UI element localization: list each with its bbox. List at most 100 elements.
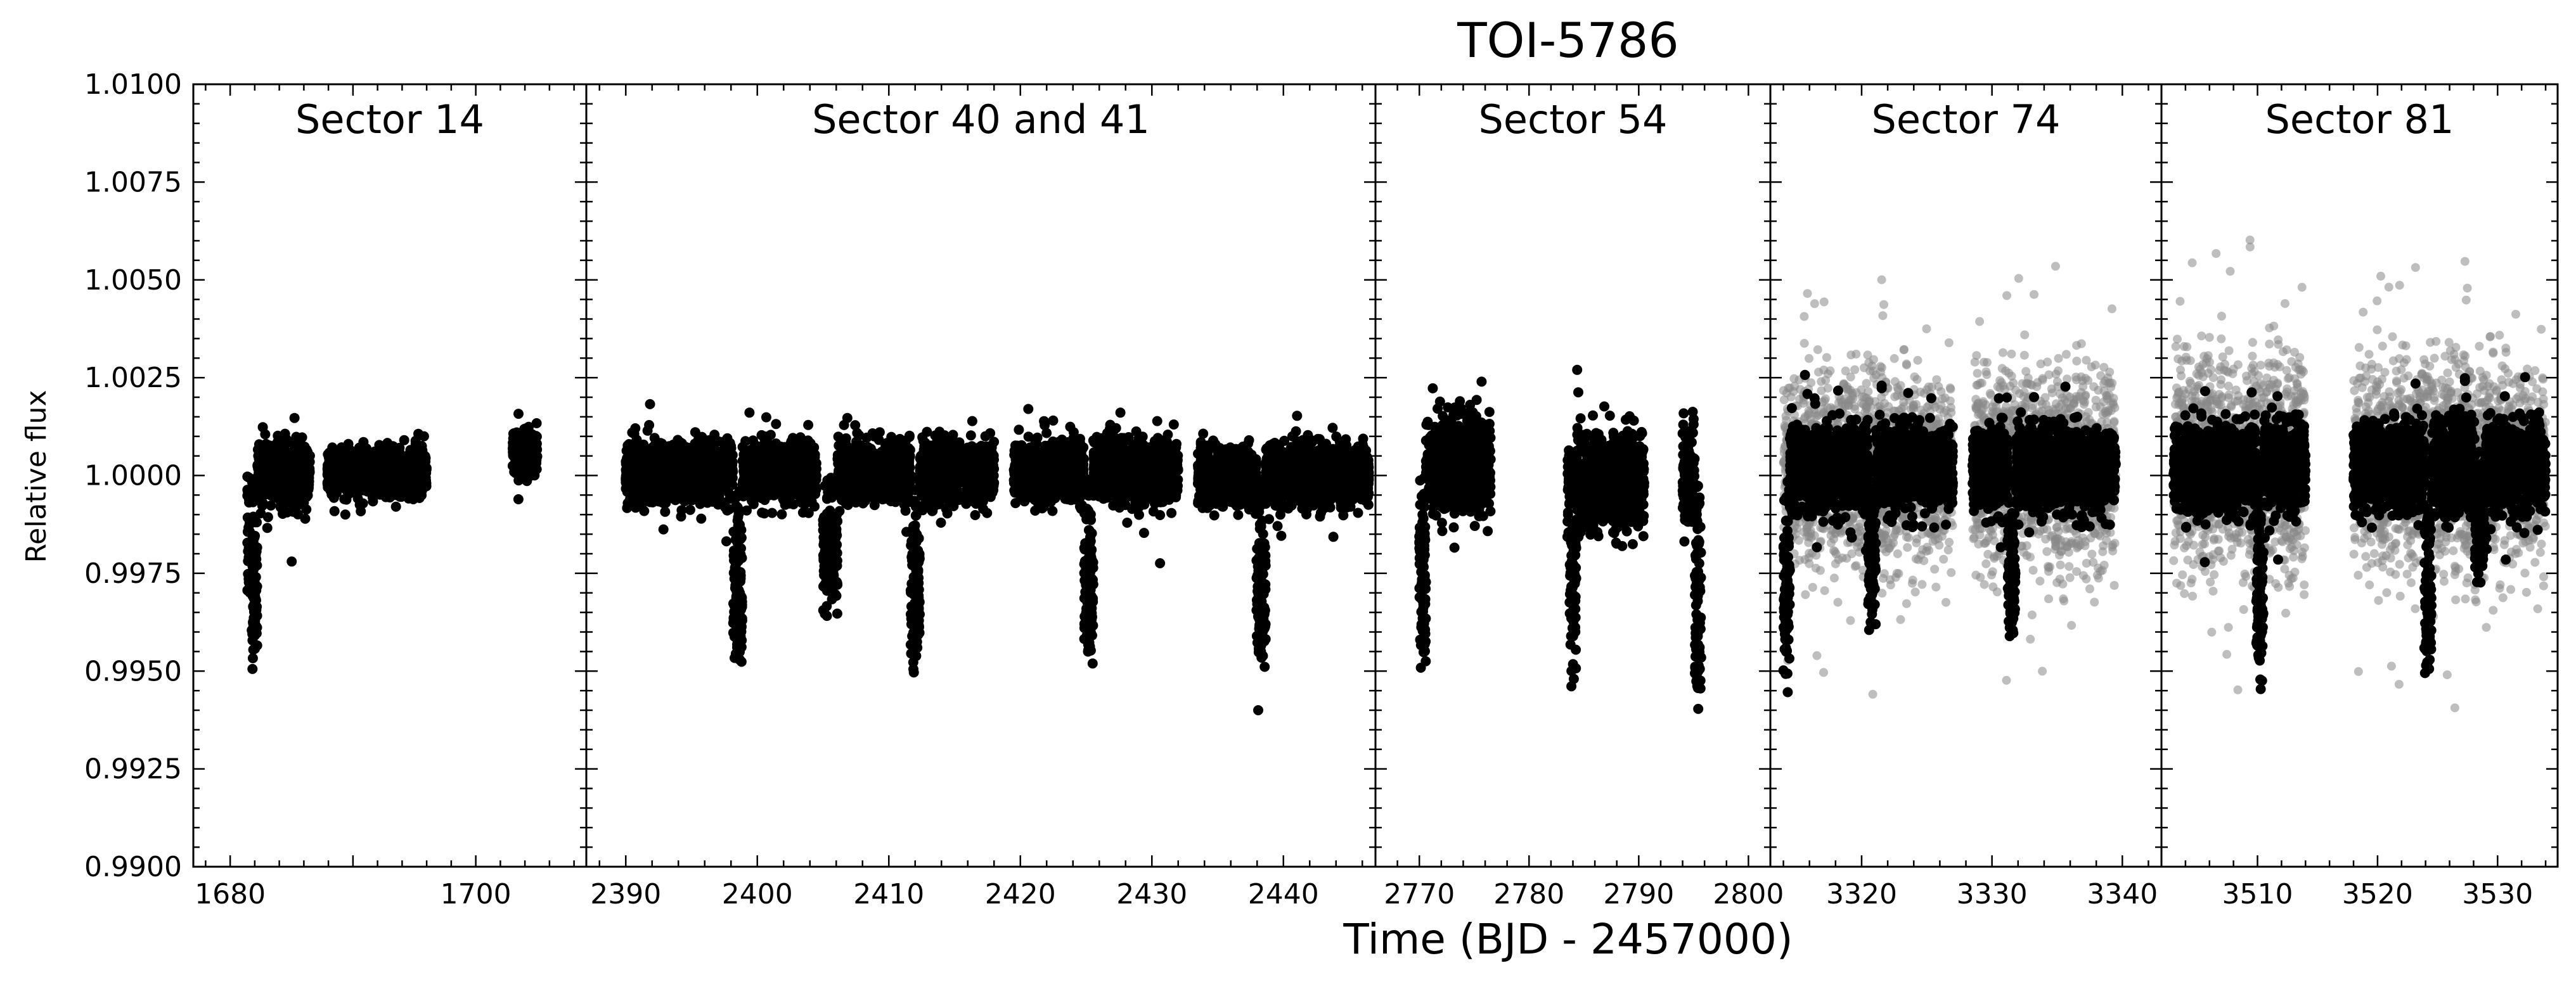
flux-point (752, 455, 763, 466)
flux-point (335, 456, 345, 467)
flux-point (352, 493, 363, 504)
flux-point (705, 466, 716, 477)
flux-point (718, 475, 729, 486)
flux-point (395, 475, 406, 485)
flux-point (757, 507, 768, 518)
flux-point (257, 452, 267, 463)
y-tick-label: 1.0075 (84, 166, 182, 198)
flux-point (510, 468, 521, 478)
flux-point (776, 509, 787, 520)
flux-point (303, 461, 314, 472)
transit-point (243, 556, 254, 566)
y-tick-label: 1.0000 (84, 460, 182, 492)
transit-point (242, 537, 253, 548)
flux-point (362, 478, 373, 488)
flux-point (329, 506, 340, 516)
flux-point (357, 463, 368, 474)
flux-point (689, 482, 700, 493)
flux-point (275, 502, 286, 513)
flux-point (390, 501, 401, 512)
flux-point (655, 488, 666, 499)
flux-point (730, 565, 740, 575)
flux-point (778, 494, 789, 504)
flux-point (770, 459, 781, 469)
flux-point (638, 471, 648, 482)
flux-point (383, 452, 394, 463)
flux-point (399, 435, 409, 445)
flux-point (342, 473, 353, 484)
flux-point (762, 469, 773, 480)
flux-point (383, 485, 394, 495)
flux-point (375, 489, 385, 500)
flux-point (761, 412, 771, 423)
flux-point (300, 513, 311, 524)
transit-point (245, 526, 255, 537)
flux-point (788, 456, 799, 466)
flux-point (418, 431, 429, 442)
flux-point (801, 449, 812, 460)
flux-point (690, 466, 701, 477)
flux-point (408, 467, 419, 478)
flux-point (261, 464, 271, 475)
flux-point (513, 494, 524, 504)
flux-point (288, 506, 299, 517)
flux-point (326, 448, 337, 459)
transit-point (244, 518, 255, 529)
flux-point (676, 511, 686, 522)
flux-point (752, 446, 763, 457)
flux-point (908, 667, 919, 678)
flux-point (420, 472, 431, 483)
data-points (621, 399, 1374, 715)
flux-point (780, 466, 790, 477)
flux-point (679, 446, 690, 457)
y-axis-label: Relative flux (20, 390, 53, 563)
flux-point (809, 501, 820, 512)
flux-point (741, 471, 752, 482)
flux-point (768, 440, 779, 450)
flux-point (704, 478, 714, 489)
flux-point (247, 663, 258, 674)
flux-point (721, 536, 731, 547)
flux-point (719, 500, 730, 511)
flux-point (659, 465, 669, 476)
flux-point (287, 556, 297, 567)
flux-point (803, 419, 814, 430)
flux-point (704, 440, 714, 450)
flux-point (520, 446, 531, 456)
flux-point (262, 512, 273, 523)
flux-point (740, 436, 751, 447)
flux-point (298, 468, 309, 479)
transit-point (247, 635, 258, 646)
flux-point (279, 444, 290, 455)
flux-point (660, 506, 671, 517)
flux-point (631, 494, 641, 505)
flux-point (252, 461, 263, 471)
flux-point (626, 473, 636, 483)
flux-point (414, 493, 425, 503)
flux-point (287, 468, 297, 479)
y-tick-label: 1.0100 (84, 68, 182, 101)
chart-title: TOI-5786 (1457, 12, 1679, 68)
x-tick-label: 1680 (195, 878, 266, 910)
y-tick-label: 0.9975 (84, 558, 182, 590)
flux-point (339, 494, 350, 504)
flux-point (744, 407, 755, 418)
flux-point (644, 419, 655, 430)
flux-point (709, 430, 720, 440)
flux-point (389, 468, 399, 478)
flux-point (358, 437, 369, 447)
flux-point (257, 422, 268, 433)
flux-point (797, 507, 808, 518)
flux-point (342, 444, 353, 455)
flux-point (268, 488, 278, 499)
flux-point (289, 412, 300, 423)
flux-point (790, 435, 801, 446)
flux-point (675, 456, 686, 467)
y-tick-label: 1.0050 (84, 264, 182, 297)
flux-point (696, 513, 707, 524)
transit-point (250, 613, 261, 623)
flux-point (262, 523, 273, 533)
flux-point (685, 504, 695, 515)
